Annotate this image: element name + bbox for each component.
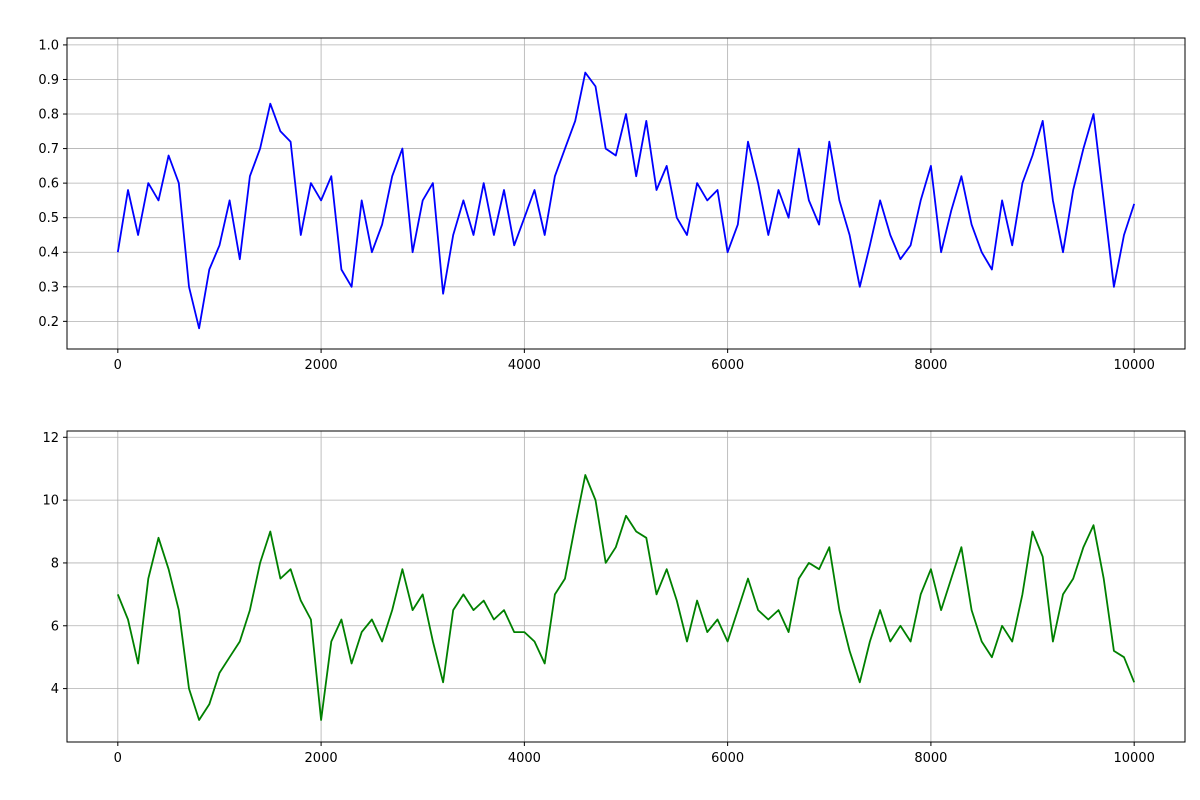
- y-tick-label: 0.9: [38, 73, 59, 88]
- plot-frame: [66, 430, 1186, 743]
- y-tick-label: 0.8: [38, 108, 59, 123]
- y-tick-label: 0.4: [38, 246, 59, 261]
- chart-panel-2: 0 2000 4000 6000 8000 10000 4 6 8 10 12: [42, 430, 1186, 766]
- x-tick-label: 4000: [508, 358, 541, 373]
- x-tick-label: 2000: [305, 358, 338, 373]
- series-line: [116, 71, 1136, 330]
- y-tick-label: 0.2: [38, 315, 59, 330]
- chart-panel-1: 0 2000 4000 6000 8000 10000 0.2 0.3 0.4 0.5 0.6 0.7…: [38, 37, 1186, 373]
- x-tick-label: 8000: [914, 358, 947, 373]
- x-tick-label: 10000: [1114, 358, 1155, 373]
- y-tick-label: 10: [42, 494, 59, 509]
- y-tick-label: 1.0: [38, 38, 59, 53]
- series-line: [116, 474, 1136, 721]
- y-tick-label: 0.7: [38, 142, 59, 157]
- y-tick-label: 6: [51, 619, 59, 634]
- x-tick-label: 10000: [1114, 751, 1155, 766]
- y-tick-label: 8: [51, 556, 59, 571]
- x-tick-label: 6000: [711, 751, 744, 766]
- y-tick-label: 12: [42, 431, 59, 446]
- y-tick-label: 0.6: [38, 177, 59, 192]
- plot-frame: [66, 37, 1186, 350]
- x-tick-label: 6000: [711, 358, 744, 373]
- y-tick-label: 4: [51, 682, 59, 697]
- x-tick-label: 8000: [914, 751, 947, 766]
- x-tick-label: 4000: [508, 751, 541, 766]
- y-tick-label: 0.5: [38, 211, 59, 226]
- x-tick-label: 2000: [305, 751, 338, 766]
- x-tick-label: 0: [114, 751, 122, 766]
- x-tick-label: 0: [114, 358, 122, 373]
- y-tick-label: 0.3: [38, 280, 59, 295]
